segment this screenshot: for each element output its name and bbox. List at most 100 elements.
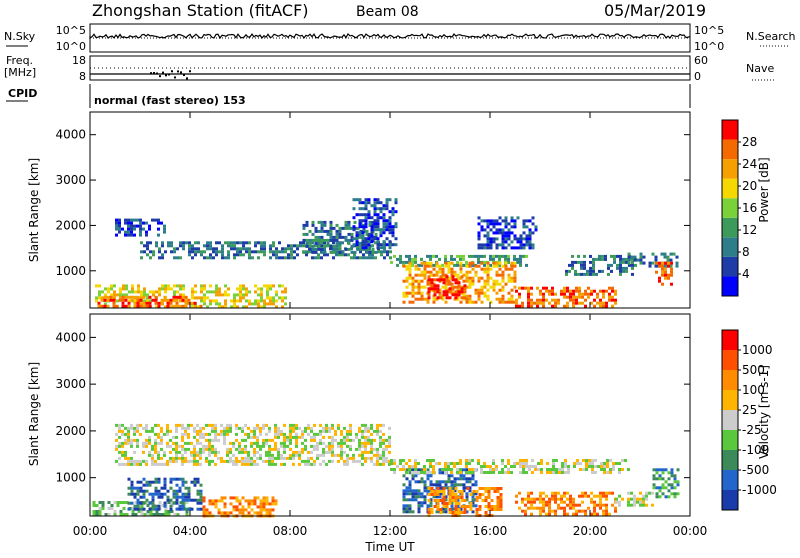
- colorbar-swatch-7: [722, 139, 738, 160]
- colorbar-tick-1: 24: [742, 157, 757, 171]
- colorbar-tick-6: -500: [742, 463, 769, 477]
- svg-text:2000: 2000: [55, 424, 86, 438]
- colorbar-swatch-3: [722, 217, 738, 238]
- colorbar-tick-2: 100: [742, 383, 765, 397]
- velocity-colorbar: 1000 500 100 25 -25 -100 -500 -1000: [721, 329, 777, 511]
- nsky-right-tick-top: 10^5: [694, 24, 724, 37]
- power-colorbar-label: Power [dB]: [757, 157, 771, 222]
- nsky-left-tick-bottom: 10^0: [56, 40, 86, 53]
- heatmap-region-6: [390, 459, 630, 474]
- power-heatmap: [95, 198, 679, 309]
- nsky-label: N.Sky: [4, 30, 36, 43]
- ytick-2000: 2000: [55, 424, 690, 438]
- ytick-1000: 1000: [55, 471, 690, 485]
- xtick-3: 12:00: [373, 112, 408, 538]
- power-ylabel: Slant Range [km]: [27, 158, 41, 262]
- colorbar-tick-6: 4: [742, 267, 750, 281]
- xaxis-label: Time UT: [364, 540, 415, 554]
- station-title: Zhongshan Station (fitACF): [92, 1, 309, 20]
- velocity-yaxis: 4000 3000 2000 1000: [55, 330, 690, 485]
- svg-text:08:00: 08:00: [273, 524, 308, 538]
- colorbar-swatch-1: [722, 256, 738, 277]
- colorbar-tick-3: 16: [742, 201, 757, 215]
- colorbar-swatch-0: [722, 490, 738, 510]
- xtick-5: 20:00: [573, 112, 608, 538]
- freq-label-line2: [MHz]: [4, 66, 36, 79]
- colorbar-swatch-2: [722, 237, 738, 257]
- colorbar-tick-4: -25: [742, 423, 762, 437]
- nave-label: Nave: [746, 62, 774, 75]
- colorbar-swatch-5: [722, 178, 738, 199]
- heatmap-region-10: [515, 286, 617, 308]
- heatmap-region-1: [127, 477, 203, 511]
- colorbar-tick-7: -1000: [742, 483, 777, 497]
- ytick-4000: 4000: [55, 128, 690, 142]
- ytick-1000: 1000: [55, 264, 690, 278]
- date-label: 05/Mar/2019: [604, 1, 706, 20]
- freq-trace: [90, 67, 690, 80]
- ytick-3000: 3000: [55, 377, 690, 391]
- colorbar-tick-5: -100: [742, 443, 769, 457]
- colorbar-swatch-5: [722, 390, 738, 410]
- colorbar-tick-0: 28: [742, 135, 757, 149]
- colorbar-tick-1: 500: [742, 363, 765, 377]
- xtick-0: 00:00: [73, 112, 108, 538]
- xtick-6: 00:00: [673, 112, 708, 538]
- colorbar-swatch-8: [722, 120, 738, 140]
- svg-text:1000: 1000: [55, 264, 86, 278]
- colorbar-tick-4: 12: [742, 223, 757, 237]
- colorbar-swatch-2: [722, 450, 738, 470]
- velocity-heatmap: [92, 423, 680, 518]
- svg-text:16:00: 16:00: [473, 524, 508, 538]
- svg-text:4000: 4000: [55, 128, 86, 142]
- colorbar-swatch-4: [722, 198, 738, 218]
- colorbar-swatch-8: [722, 330, 738, 350]
- heatmap-region-1: [97, 295, 203, 308]
- svg-text:3000: 3000: [55, 173, 86, 187]
- velocity-panel-frame: [89, 313, 691, 517]
- colorbar-swatch-0: [722, 276, 738, 296]
- nsearch-label: N.Search: [746, 30, 796, 43]
- heatmap-region-8: [427, 275, 467, 300]
- colorbar-swatch-6: [722, 159, 738, 179]
- svg-text:2000: 2000: [55, 218, 86, 232]
- colorbar-swatch-3: [722, 430, 738, 450]
- colorbar-tick-0: 1000: [742, 343, 773, 357]
- freq-right-tick-top: 60: [694, 54, 708, 67]
- heatmap-region-8: [615, 491, 654, 507]
- svg-text:00:00: 00:00: [73, 524, 108, 538]
- freq-left-tick-top: 18: [72, 54, 86, 67]
- cpid-mode-text: normal (fast stereo) 153: [94, 94, 246, 107]
- heatmap-region-7: [515, 491, 617, 516]
- colorbar-tick-3: 25: [742, 403, 757, 417]
- freq-label-line1: Freq.: [6, 54, 33, 67]
- xtick-1: 04:00: [173, 112, 208, 538]
- colorbar-swatch-1: [722, 470, 738, 490]
- ytick-2000: 2000: [55, 218, 690, 232]
- heatmap-region-6: [390, 254, 528, 267]
- beam-label: Beam 08: [356, 4, 419, 20]
- power-yaxis: 4000 3000 2000 1000: [55, 128, 690, 278]
- velocity-colorbar-label: Velocity [m s-1]: [757, 365, 771, 459]
- colorbar-tick-2: 20: [742, 179, 757, 193]
- colorbar-swatch-6: [722, 370, 738, 390]
- freq-left-tick-bottom: 8: [79, 70, 86, 83]
- heatmap-region-5: [352, 198, 398, 250]
- colorbar-tick-5: 8: [742, 245, 750, 259]
- svg-text:12:00: 12:00: [373, 524, 408, 538]
- heatmap-region-2: [115, 423, 391, 466]
- colorbar-swatch-4: [722, 410, 738, 430]
- svg-text:20:00: 20:00: [573, 524, 608, 538]
- heatmap-region-9: [477, 216, 538, 250]
- ytick-4000: 4000: [55, 330, 690, 344]
- heatmap-region-11: [565, 254, 637, 276]
- heatmap-region-2: [115, 218, 166, 237]
- colorbar-swatch-7: [722, 350, 738, 370]
- nsky-trace: [89, 33, 691, 40]
- svg-text:00:00: 00:00: [673, 524, 708, 538]
- svg-text:04:00: 04:00: [173, 524, 208, 538]
- power-colorbar: 28 24 20 16 12 8 4: [721, 119, 757, 297]
- svg-text:4000: 4000: [55, 330, 86, 344]
- freq-right-tick-bottom: 0: [694, 70, 701, 83]
